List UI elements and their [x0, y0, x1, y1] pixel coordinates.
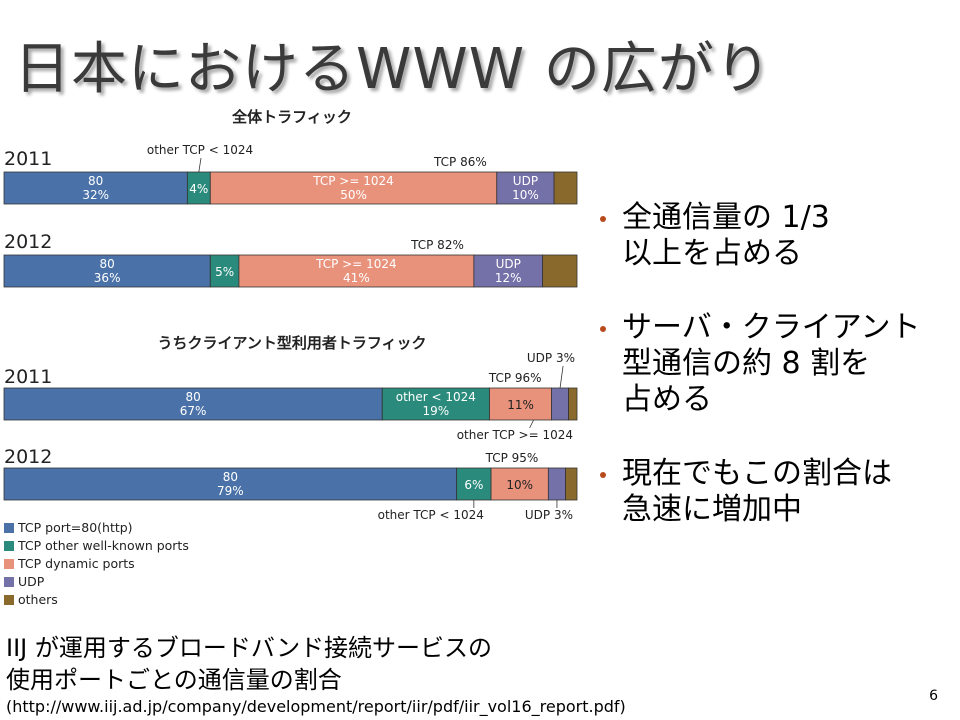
bar-segment-http	[3, 254, 211, 288]
bullet-line: 以上を占める	[622, 236, 802, 271]
bar-segment-others	[542, 254, 578, 288]
slide-title: 日本におけるWWW の広がり	[14, 37, 772, 102]
bar-segment-udp	[496, 171, 555, 205]
bullet-line: 占める	[622, 382, 712, 417]
bar-segment-others	[568, 387, 578, 421]
bullet-dot-icon	[600, 326, 606, 332]
bar-segment-dynamic	[238, 254, 475, 288]
bar-segment-wellknown	[456, 467, 492, 501]
bar-segment-others	[553, 171, 578, 205]
chart-annotation: other TCP < 1024	[147, 143, 253, 157]
bullet-line: 現在でもこの割合は	[622, 456, 892, 491]
bar-segment-others	[565, 467, 578, 501]
bar-year-label: 2012	[4, 231, 52, 253]
legend-label: TCP port=80(http)	[17, 520, 133, 535]
bar-segment-http	[3, 467, 458, 501]
chart-annotation: TCP 82%	[410, 238, 464, 252]
segment-value-label: 10%	[512, 188, 539, 202]
legend-swatch-udp	[4, 577, 14, 587]
chart-annotation: other TCP < 1024	[378, 508, 484, 522]
bullet-item: サーバ・クライアント 型通信の約 8 割を 占める	[600, 310, 950, 418]
chart-annotation: UDP 3%	[525, 508, 573, 522]
bullet-line: サーバ・クライアント	[622, 310, 921, 345]
legend-label: TCP dynamic ports	[17, 556, 135, 571]
bullet-line: 型通信の約 8 割を	[622, 346, 871, 381]
segment-value-label: 6%	[464, 478, 483, 492]
bullet-line: 全通信量の 1/3	[622, 200, 830, 235]
segment-label: 80	[99, 257, 114, 271]
bar-year-label: 2012	[4, 446, 52, 468]
segment-value-label: 19%	[423, 404, 450, 418]
bullet-dot-icon	[600, 216, 606, 222]
segment-label: TCP >= 1024	[315, 257, 397, 271]
annotation-leader-line	[198, 157, 202, 173]
segment-value-label: 67%	[180, 404, 207, 418]
segment-label: UDP	[513, 174, 538, 188]
bar-year-label: 2011	[4, 148, 52, 170]
segment-value-label: 50%	[340, 188, 367, 202]
chart-group-title: 全体トラフィック	[231, 108, 352, 126]
bar-segment-wellknown	[209, 254, 240, 288]
source-url: (http://www.iij.ad.jp/company/developmen…	[6, 697, 626, 716]
legend-swatch-others	[4, 595, 14, 605]
bar-segment-udp	[551, 387, 569, 421]
segment-value-label: 10%	[506, 478, 533, 492]
chart-annotation: TCP 96%	[488, 371, 542, 385]
bar-segment-dynamic	[490, 467, 549, 501]
segment-value-label: 11%	[507, 398, 534, 412]
chart-annotation: other TCP >= 1024	[457, 428, 573, 442]
annotation-leader-line	[559, 365, 564, 389]
legend-swatch-dynamic	[4, 559, 14, 569]
segment-label: 80	[88, 174, 103, 188]
bullet-list: 全通信量の 1/3 以上を占める サーバ・クライアント 型通信の約 8 割を 占…	[600, 200, 950, 566]
segment-value-label: 36%	[94, 271, 121, 285]
segment-label: 80	[185, 390, 200, 404]
segment-label: UDP	[496, 257, 521, 271]
segment-label: TCP >= 1024	[312, 174, 394, 188]
bar-segment-http	[3, 387, 383, 421]
segment-value-label: 79%	[217, 484, 244, 498]
chart-annotation: TCP 95%	[485, 451, 539, 465]
caption-line: IIJ が運用するブロードバンド接続サービスの	[6, 634, 493, 662]
caption-line: 使用ポートごとの通信量の割合	[6, 666, 342, 694]
segment-value-label: 4%	[189, 182, 208, 196]
chart-annotation: TCP 86%	[433, 155, 487, 169]
annotation-leader-line	[529, 419, 534, 429]
legend-label: TCP other well-known ports	[17, 538, 189, 553]
segment-value-label: 32%	[82, 188, 109, 202]
segment-label: 80	[223, 470, 238, 484]
bar-year-label: 2011	[4, 366, 52, 388]
bar-segment-udp	[547, 467, 566, 501]
segment-value-label: 41%	[343, 271, 370, 285]
segment-value-label: 5%	[215, 265, 234, 279]
segment-value-label: 12%	[495, 271, 522, 285]
bullet-item: 全通信量の 1/3 以上を占める	[600, 200, 950, 272]
bar-segment-wellknown	[381, 387, 490, 421]
chart-annotation: UDP 3%	[527, 351, 575, 365]
legend-swatch-http	[4, 523, 14, 533]
bullet-line: 急速に増加中	[622, 492, 802, 527]
bullet-item: 現在でもこの割合は 急速に増加中	[600, 456, 950, 528]
chart-group-title: うちクライアント型利用者トラフィック	[157, 334, 426, 352]
legend-label: UDP	[18, 574, 45, 589]
legend-swatch-wellknown	[4, 541, 14, 551]
bar-segment-dynamic	[489, 387, 552, 421]
source-caption: IIJ が運用するブロードバンド接続サービスの 使用ポートごとの通信量の割合 (…	[6, 632, 626, 718]
bar-segment-dynamic	[209, 171, 498, 205]
bar-segment-http	[3, 171, 188, 205]
page-number: 6	[929, 688, 938, 704]
segment-label: other < 1024	[396, 390, 476, 404]
bullet-dot-icon	[600, 472, 606, 478]
legend-label: others	[18, 592, 58, 607]
